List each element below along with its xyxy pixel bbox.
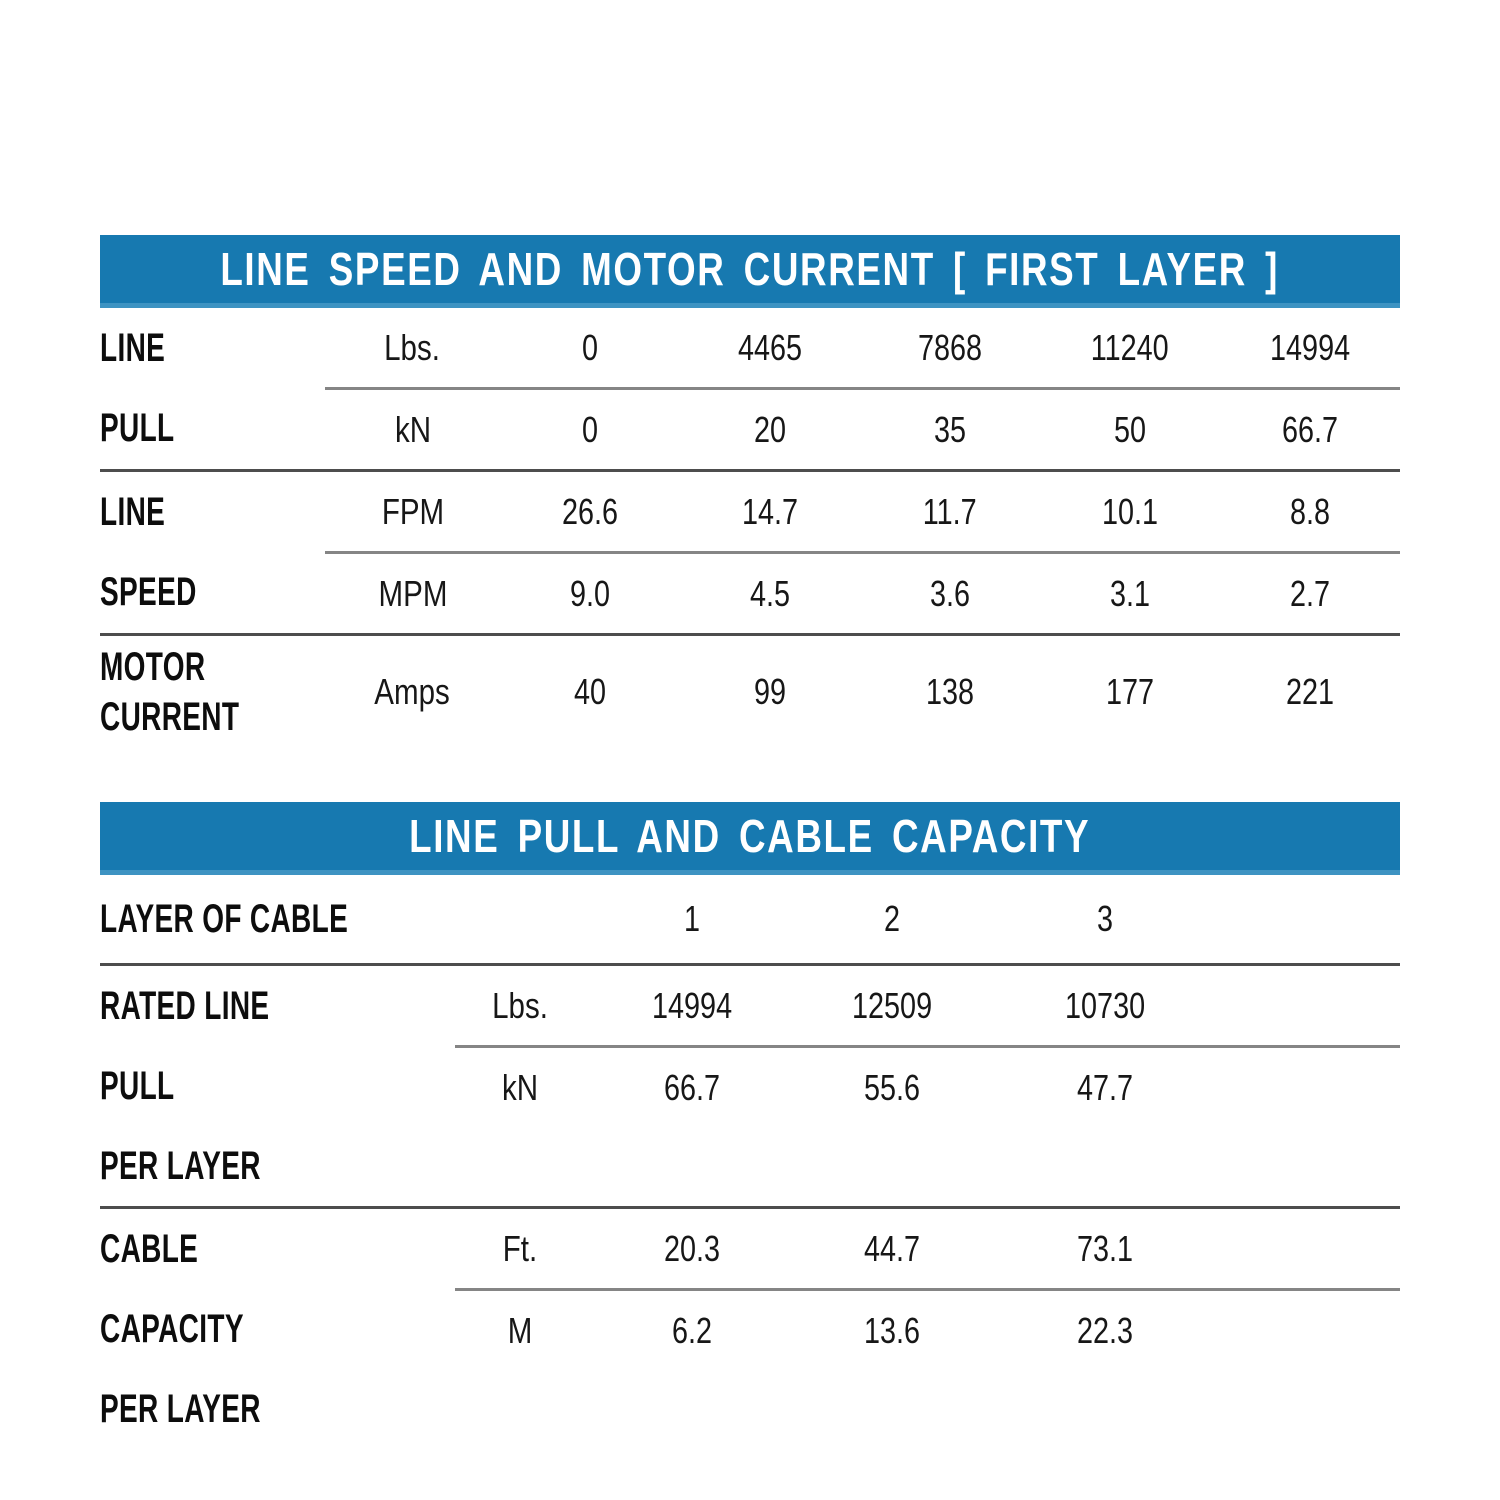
- row-line-speed-mpm: MPM 9.0 4.5 3.6 3.1 2.7: [325, 554, 1400, 633]
- row-rated-line-pull-lbs: Lbs. 14994 12509 10730: [440, 966, 1400, 1045]
- row-divider: [455, 1288, 1400, 1291]
- section-rated-line-pull-label: RATED LINE PULL PER LAYER: [100, 984, 270, 1188]
- unit-cell: Lbs.: [492, 984, 548, 1026]
- table2-header-bar: LINE PULL AND CABLE CAPACITY: [100, 802, 1400, 875]
- value-cell: 8.8: [1289, 490, 1331, 532]
- value-cell: 3.6: [929, 572, 971, 614]
- value-cell: 50: [1113, 408, 1147, 450]
- value-cell: 55.6: [864, 1066, 921, 1108]
- section-line-speed-label: LINE SPEED: [100, 490, 197, 614]
- unit-cell: kN: [501, 1066, 539, 1108]
- layer-of-cable-label: LAYER OF CABLE: [100, 896, 349, 941]
- value-cell: 35: [933, 408, 967, 450]
- spec-sheet-content: LINE SPEED AND MOTOR CURRENT [ FIRST LAY…: [100, 235, 1400, 1449]
- section-motor-current-label: MOTOR CURRENT: [100, 645, 240, 739]
- value-cell: 11.7: [923, 490, 977, 532]
- table1-header-bar: LINE SPEED AND MOTOR CURRENT [ FIRST LAY…: [100, 235, 1400, 308]
- section-cable-capacity-label: CABLE CAPACITY PER LAYER: [100, 1227, 261, 1431]
- layer-number-cell: 2: [884, 898, 901, 939]
- row-divider: [455, 1045, 1400, 1048]
- unit-cell: FPM: [381, 490, 444, 532]
- value-cell: 4465: [737, 326, 803, 368]
- layer-number-cell: 3: [1096, 898, 1114, 939]
- value-cell: 99: [753, 671, 787, 712]
- layer-number-cell: 1: [684, 898, 701, 939]
- value-cell: 2.7: [1289, 572, 1331, 614]
- value-cell: 12509: [852, 984, 933, 1026]
- unit-cell: Ft.: [502, 1227, 538, 1269]
- value-cell: 4.5: [749, 572, 791, 614]
- value-cell: 9.0: [569, 572, 611, 614]
- value-cell: 10.1: [1101, 490, 1159, 532]
- value-cell: 14.7: [741, 490, 799, 532]
- value-cell: 14994: [652, 984, 733, 1026]
- value-cell: 13.6: [864, 1309, 921, 1351]
- value-cell: 6.2: [672, 1309, 713, 1351]
- section-line-pull-label: LINE PULL: [100, 326, 175, 450]
- unit-cell: Amps: [374, 671, 451, 712]
- unit-cell: Lbs.: [384, 326, 441, 368]
- section-divider: [100, 1206, 1400, 1209]
- value-cell: 73.1: [1076, 1227, 1134, 1269]
- section-line-speed: LINE SPEED FPM 26.6 14.7 11.7 10.1 8.8 M…: [100, 472, 1400, 633]
- section-line-pull: LINE PULL Lbs. 0 4465 7868 11240 14994 k…: [100, 308, 1400, 469]
- row-rated-line-pull-kn: kN 66.7 55.6 47.7: [440, 1048, 1400, 1127]
- value-cell: 40: [573, 671, 607, 712]
- unit-cell: kN: [394, 408, 431, 450]
- section-divider: [100, 469, 1400, 472]
- tables-gap: [100, 748, 1400, 802]
- section-cable-capacity: CABLE CAPACITY PER LAYER Ft. 20.3 44.7 7…: [100, 1209, 1400, 1449]
- value-cell: 20: [753, 408, 787, 450]
- row-line-speed-fpm: FPM 26.6 14.7 11.7 10.1 8.8: [325, 472, 1400, 551]
- value-cell: 221: [1285, 671, 1335, 712]
- value-cell: 138: [925, 671, 975, 712]
- table-line-pull-cable-capacity: LINE PULL AND CABLE CAPACITY LAYER OF CA…: [100, 802, 1400, 1449]
- table1-title: LINE SPEED AND MOTOR CURRENT [ FIRST LAY…: [220, 243, 1280, 295]
- row-motor-current-amps: Amps 40 99 138 177 221: [325, 636, 1400, 748]
- row-cable-capacity-m: M 6.2 13.6 22.3: [440, 1291, 1400, 1370]
- value-cell: 22.3: [1076, 1309, 1134, 1351]
- row-line-pull-kn: kN 0 20 35 50 66.7: [325, 390, 1400, 469]
- value-cell: 66.7: [1281, 408, 1339, 450]
- row-divider: [325, 387, 1400, 390]
- value-cell: 3.1: [1109, 572, 1151, 614]
- value-cell: 66.7: [664, 1066, 721, 1108]
- section-divider: [100, 963, 1400, 966]
- row-cable-capacity-ft: Ft. 20.3 44.7 73.1: [440, 1209, 1400, 1288]
- value-cell: 0: [581, 408, 599, 450]
- value-cell: 177: [1105, 671, 1155, 712]
- unit-cell: M: [507, 1309, 533, 1351]
- section-rated-line-pull: RATED LINE PULL PER LAYER Lbs. 14994 125…: [100, 966, 1400, 1206]
- value-cell: 10730: [1064, 984, 1146, 1026]
- row-divider: [325, 551, 1400, 554]
- unit-cell: MPM: [378, 572, 447, 614]
- row-layer-of-cable: LAYER OF CABLE 1 2 3: [100, 875, 1400, 963]
- value-cell: 0: [581, 326, 599, 368]
- value-cell: 14994: [1269, 326, 1351, 368]
- value-cell: 26.6: [561, 490, 619, 532]
- section-motor-current: MOTOR CURRENT Amps 40 99 138 177 221: [100, 636, 1400, 748]
- value-cell: 47.7: [1076, 1066, 1134, 1108]
- value-cell: 20.3: [664, 1227, 721, 1269]
- table2-title: LINE PULL AND CABLE CAPACITY: [409, 810, 1091, 862]
- section-divider: [100, 633, 1400, 636]
- row-line-pull-lbs: Lbs. 0 4465 7868 11240 14994: [325, 308, 1400, 387]
- value-cell: 44.7: [864, 1227, 921, 1269]
- value-cell: 7868: [917, 326, 983, 368]
- table-line-speed-motor-current: LINE SPEED AND MOTOR CURRENT [ FIRST LAY…: [100, 235, 1400, 748]
- value-cell: 11240: [1091, 326, 1169, 368]
